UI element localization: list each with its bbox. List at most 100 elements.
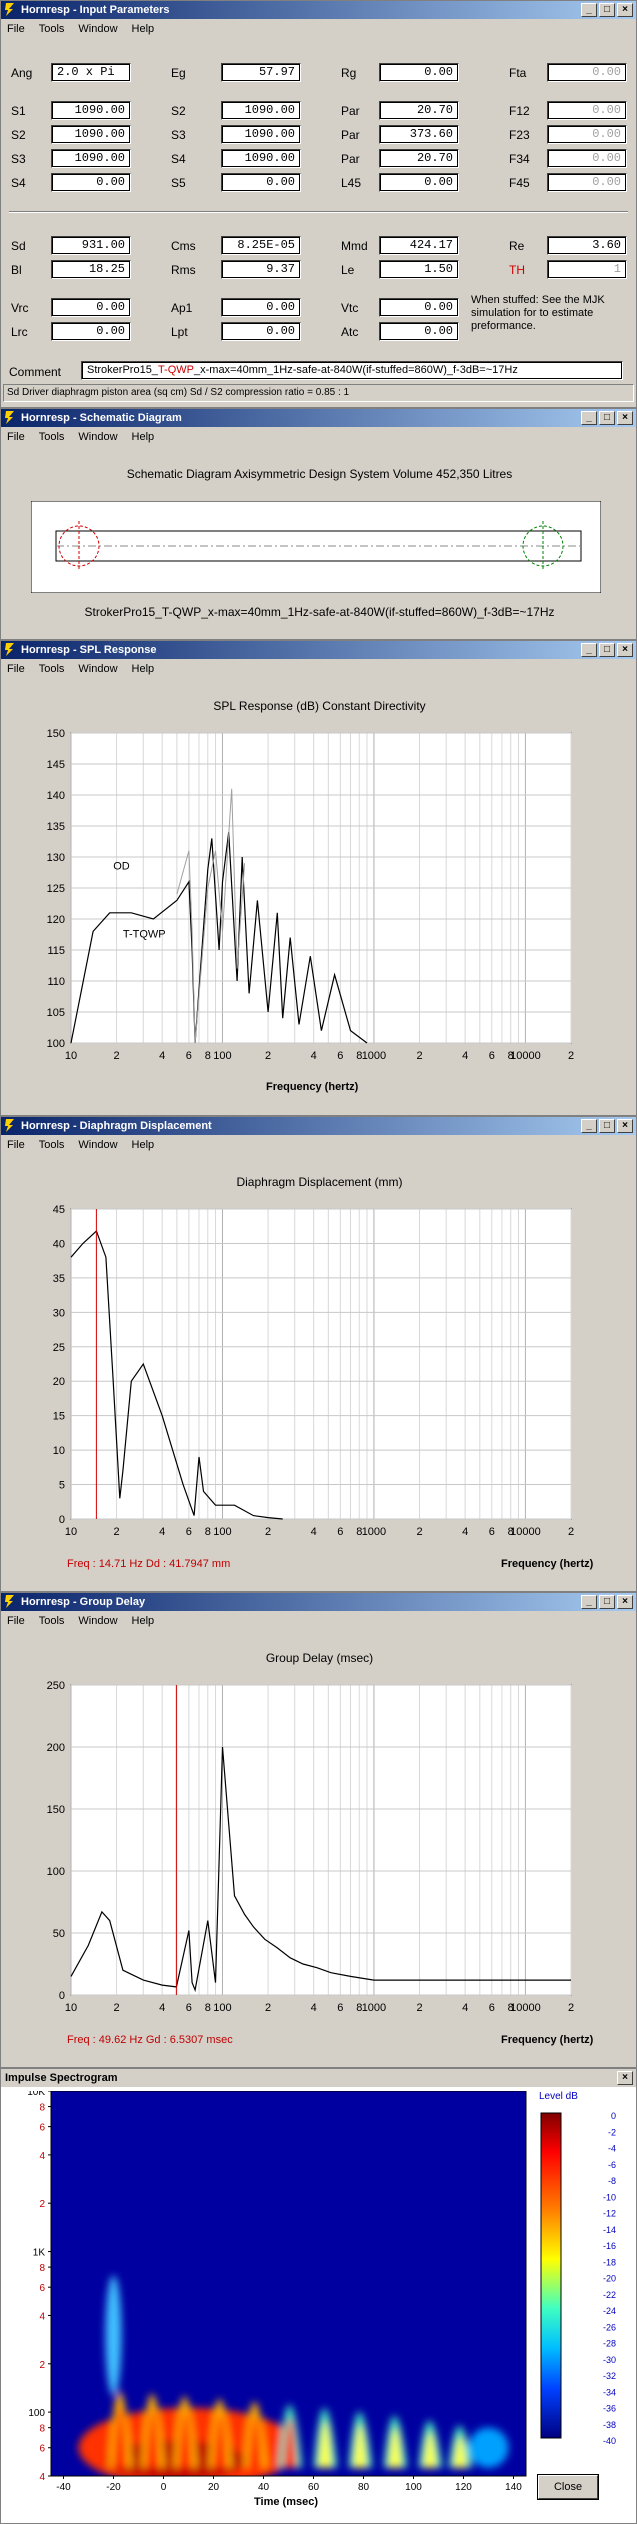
- param-field[interactable]: 1090.00: [51, 101, 131, 120]
- maximize-button[interactable]: □: [599, 411, 615, 425]
- menu-tools[interactable]: Tools: [38, 1615, 65, 1627]
- menu-window[interactable]: Window: [78, 431, 118, 443]
- param-label: F45: [509, 176, 530, 190]
- param-label: F34: [509, 152, 530, 166]
- y-tick-label: 145: [47, 759, 65, 771]
- menu-file[interactable]: File: [7, 431, 25, 443]
- param-field[interactable]: 20.70: [379, 101, 459, 120]
- param-field[interactable]: 0.00: [51, 298, 131, 317]
- param-field[interactable]: 0.00: [221, 298, 301, 317]
- param-field[interactable]: 0.00: [379, 298, 459, 317]
- param-field[interactable]: 0.00: [51, 322, 131, 341]
- menu-file[interactable]: File: [7, 1139, 25, 1151]
- energy-plume: [283, 2418, 297, 2468]
- x-tick-label: 8: [508, 1526, 514, 1538]
- minimize-button[interactable]: _: [581, 411, 597, 425]
- menu-bar: File Tools Window Help: [1, 20, 154, 38]
- minimize-button[interactable]: _: [581, 1595, 597, 1609]
- param-field[interactable]: 9.37: [221, 260, 301, 279]
- param-field[interactable]: 57.97: [221, 63, 301, 82]
- param-field[interactable]: 1090.00: [221, 125, 301, 144]
- minimize-button[interactable]: _: [581, 1119, 597, 1133]
- param-field[interactable]: 0.00: [547, 149, 627, 168]
- param-label: Rg: [341, 66, 357, 80]
- param-label: Ap1: [171, 301, 193, 315]
- menu-file[interactable]: File: [7, 23, 25, 35]
- menu-window[interactable]: Window: [78, 663, 118, 675]
- menu-help[interactable]: Help: [131, 23, 155, 35]
- param-field[interactable]: 0.00: [547, 125, 627, 144]
- param-field[interactable]: 0.00: [379, 322, 459, 341]
- param-field[interactable]: 1090.00: [221, 149, 301, 168]
- menu-file[interactable]: File: [7, 1615, 25, 1627]
- title-bar[interactable]: Hornresp - Schematic Diagram _ □ ×: [1, 409, 636, 427]
- close-dialog-button[interactable]: Close: [537, 2474, 599, 2500]
- menu-tools[interactable]: Tools: [38, 663, 65, 675]
- param-label: F12: [509, 104, 530, 118]
- param-field[interactable]: 0.00: [547, 63, 627, 82]
- menu-window[interactable]: Window: [78, 23, 118, 35]
- param-field[interactable]: 1090.00: [51, 125, 131, 144]
- menu-tools[interactable]: Tools: [38, 23, 65, 35]
- param-field[interactable]: 8.25E-05: [221, 236, 301, 255]
- menu-help[interactable]: Help: [131, 1615, 155, 1627]
- title-bar[interactable]: Hornresp - Diaphragm Displacement _ □ ×: [1, 1117, 636, 1135]
- maximize-button[interactable]: □: [599, 1119, 615, 1133]
- x-tick-label: 100: [213, 2002, 231, 2014]
- menu-help[interactable]: Help: [131, 663, 155, 675]
- param-field[interactable]: 0.00: [221, 173, 301, 192]
- menu-file[interactable]: File: [7, 663, 25, 675]
- menu-window[interactable]: Window: [78, 1139, 118, 1151]
- minimize-button[interactable]: _: [581, 643, 597, 657]
- menu-help[interactable]: Help: [131, 431, 155, 443]
- param-field[interactable]: 3.60: [547, 236, 627, 255]
- close-button[interactable]: ×: [617, 643, 633, 657]
- param-field[interactable]: 1090.00: [51, 149, 131, 168]
- menu-tools[interactable]: Tools: [38, 431, 65, 443]
- maximize-button[interactable]: □: [599, 1595, 615, 1609]
- param-field[interactable]: 18.25: [51, 260, 131, 279]
- maximize-button[interactable]: □: [599, 643, 615, 657]
- param-field[interactable]: 0.00: [547, 173, 627, 192]
- y-tick-label: 15: [53, 1411, 65, 1423]
- param-field[interactable]: 0.00: [51, 173, 131, 192]
- param-field[interactable]: 931.00: [51, 236, 131, 255]
- menu-tools[interactable]: Tools: [38, 1139, 65, 1151]
- level-label: -18: [603, 2257, 616, 2267]
- param-field[interactable]: 424.17: [379, 236, 459, 255]
- param-field[interactable]: 373.60: [379, 125, 459, 144]
- level-label: -20: [603, 2274, 616, 2284]
- param-field[interactable]: 0.00: [221, 322, 301, 341]
- close-button[interactable]: ×: [617, 1595, 633, 1609]
- param-field[interactable]: 0.00: [379, 173, 459, 192]
- close-button[interactable]: ×: [617, 1119, 633, 1133]
- param-field[interactable]: 1090.00: [221, 101, 301, 120]
- comment-field[interactable]: StrokerPro15_T-QWP_x-max=40mm_1Hz-safe-a…: [81, 361, 623, 380]
- param-field[interactable]: 1.50: [379, 260, 459, 279]
- menu-help[interactable]: Help: [131, 1139, 155, 1151]
- menu-window[interactable]: Window: [78, 1615, 118, 1627]
- maximize-button[interactable]: □: [599, 3, 615, 17]
- title-bar[interactable]: Impulse Spectrogram ×: [1, 2069, 636, 2087]
- param-label: S1: [11, 104, 26, 118]
- close-button[interactable]: ×: [617, 411, 633, 425]
- minimize-button[interactable]: _: [581, 3, 597, 17]
- param-field[interactable]: 20.70: [379, 149, 459, 168]
- close-button[interactable]: ×: [617, 3, 633, 17]
- y-tick-label: 10: [53, 1445, 65, 1457]
- param-field[interactable]: 0.00: [379, 63, 459, 82]
- close-button[interactable]: ×: [617, 2071, 633, 2085]
- title-bar[interactable]: Hornresp - Input Parameters _ □ ×: [1, 1, 636, 19]
- param-field[interactable]: 2.0 x Pi: [51, 63, 131, 82]
- title-bar[interactable]: Hornresp - SPL Response _ □ ×: [1, 641, 636, 659]
- param-field[interactable]: 1: [547, 260, 627, 279]
- param-field[interactable]: 0.00: [547, 101, 627, 120]
- level-label: -10: [603, 2192, 616, 2202]
- series-line: [70, 1746, 571, 1993]
- y-tick-label: 1K: [33, 2248, 46, 2259]
- title-bar[interactable]: Hornresp - Group Delay _ □ ×: [1, 1593, 636, 1611]
